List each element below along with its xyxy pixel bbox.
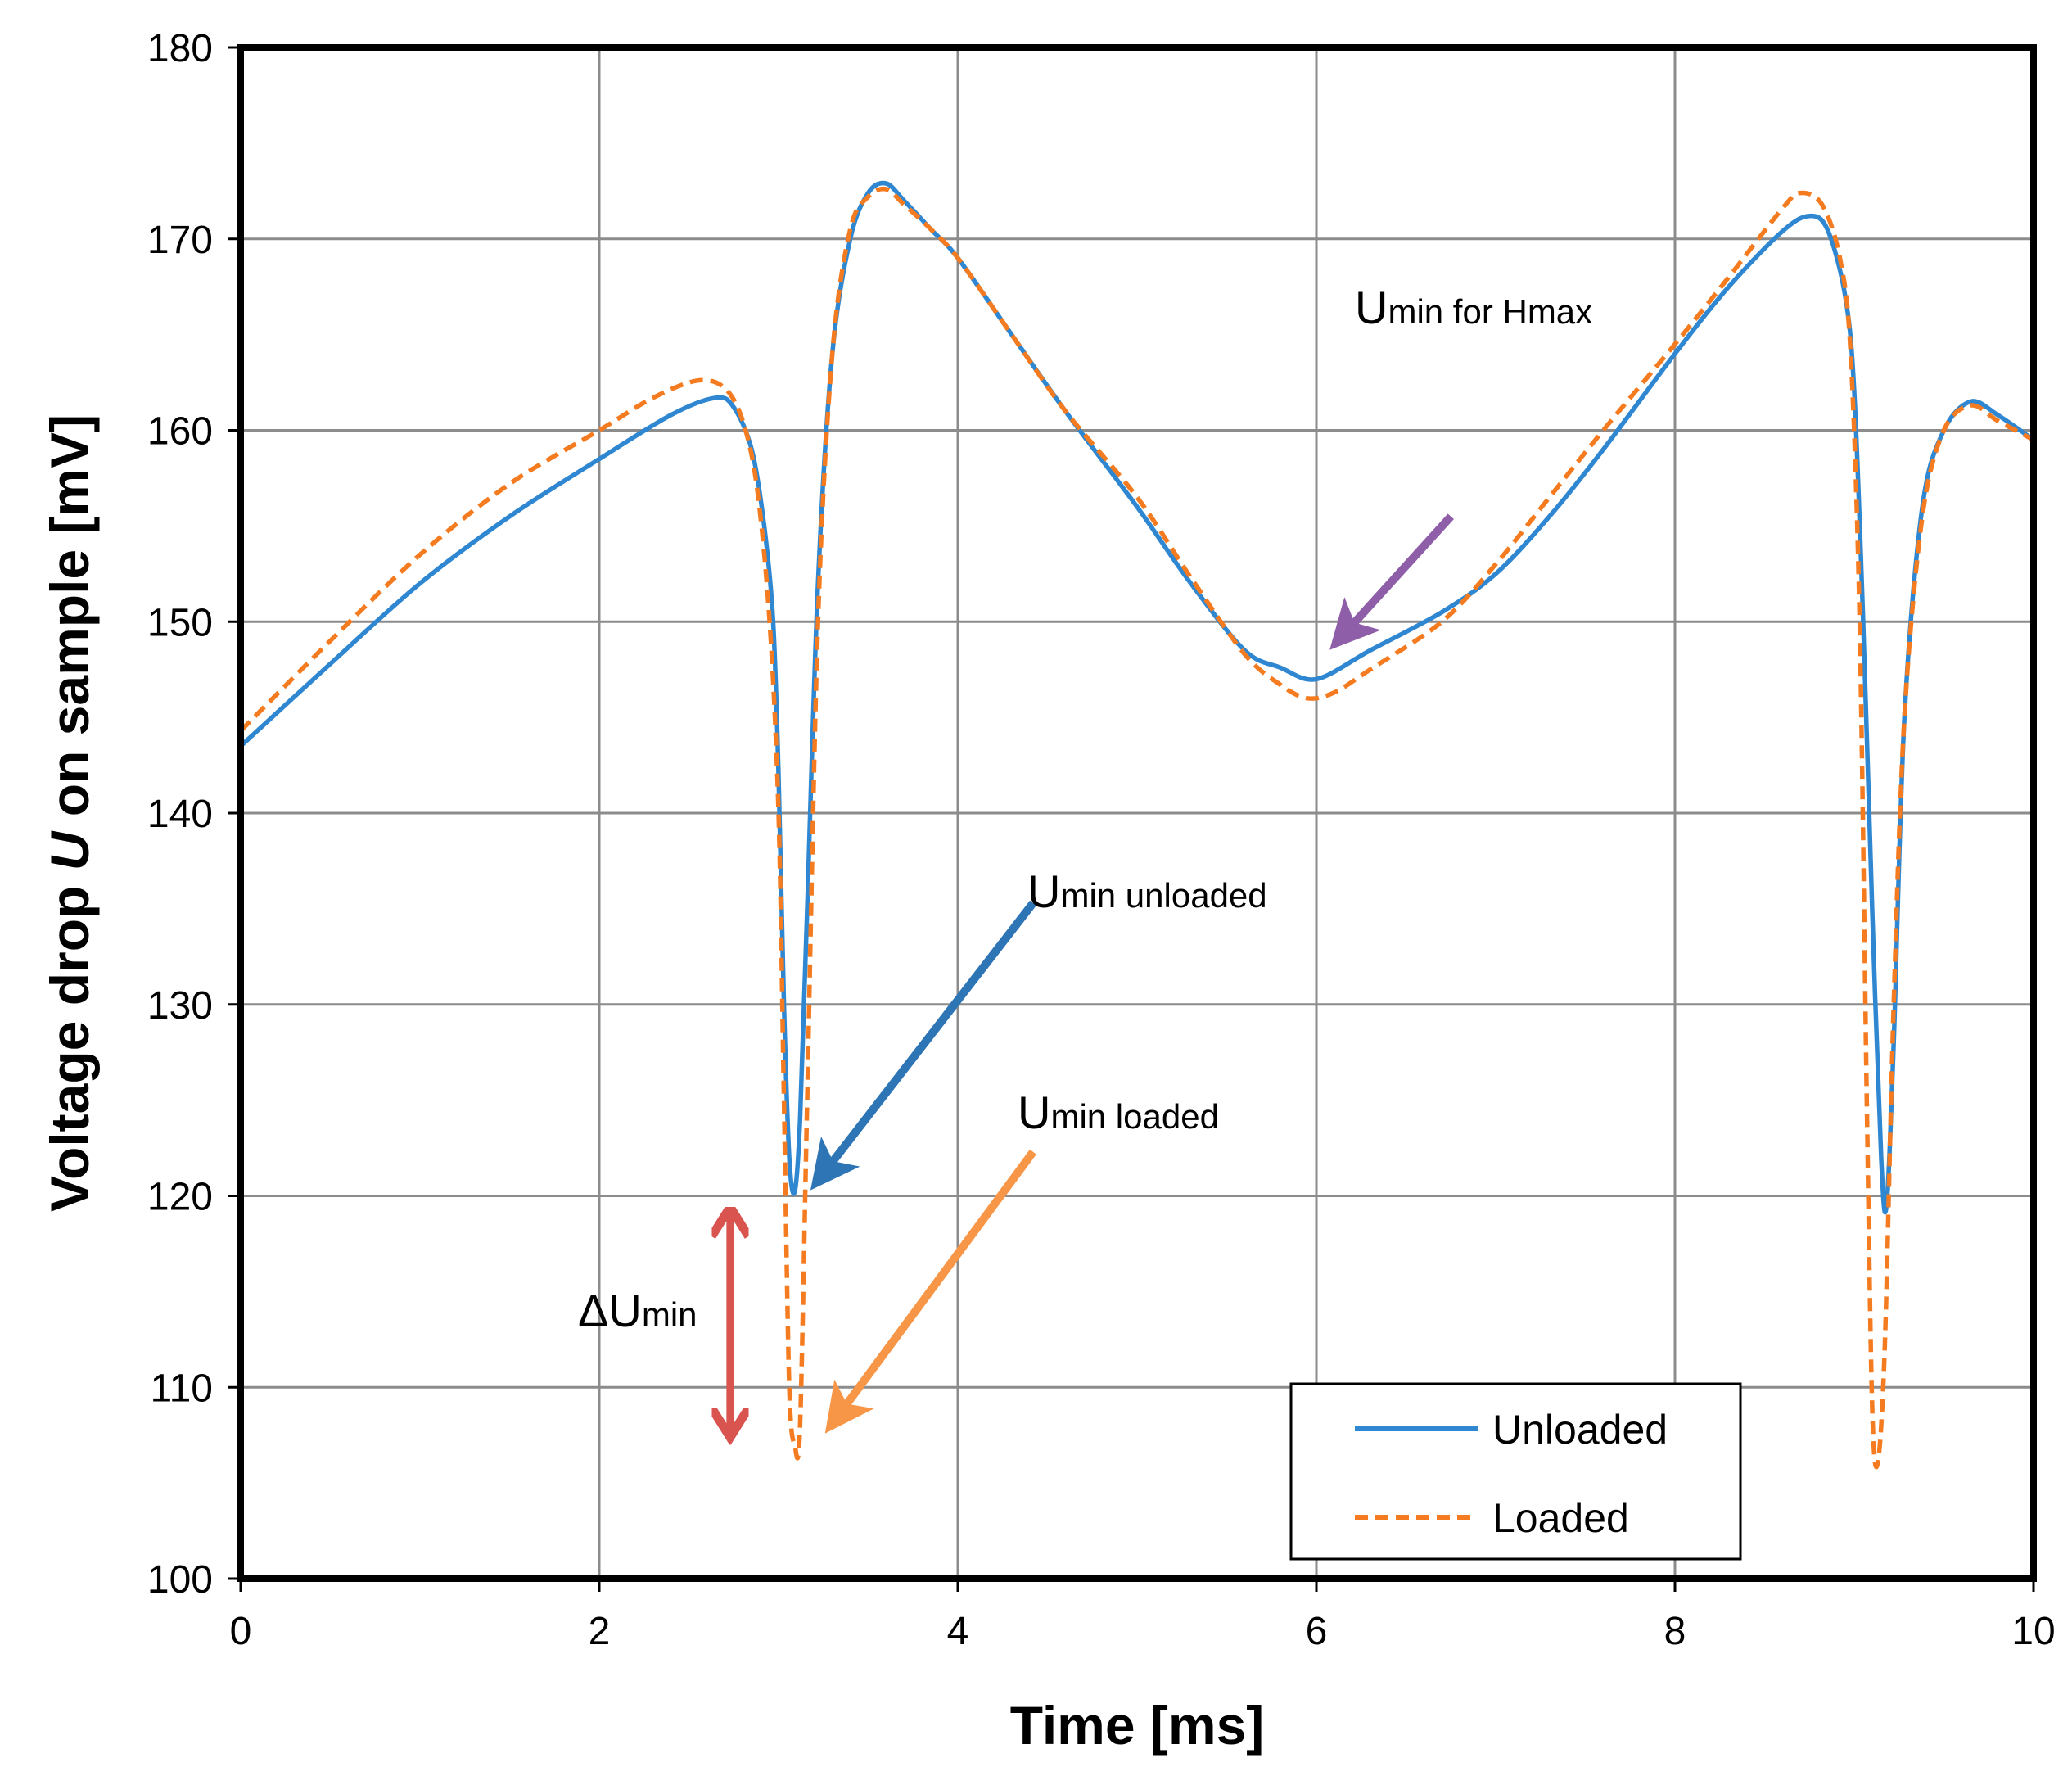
annotation-umin-hmax-main: U [1355,282,1388,333]
arrow-umin-loaded [824,1149,1037,1434]
gridlines [241,47,2034,1579]
annotation-delta-symbol: Δ [578,1285,608,1336]
y-axis-title: Voltage drop U on sample [mV] [39,414,100,1212]
y-tick-label: 160 [147,410,213,454]
annotation-umin-unloaded-sub: min unloaded [1060,876,1266,915]
legend: Unloaded Loaded [1289,1382,1742,1561]
y-tick-label: 180 [147,27,213,70]
series-layer [238,180,2036,1470]
y-axis-title-post: on sample [mV] [39,414,100,832]
annotation-umin-hmax-sub: min for H [1388,292,1527,331]
annotation-delta-sub: min [642,1295,697,1334]
x-axis-ticks: 0 2 4 6 8 10 [230,1579,2056,1653]
annotation-layer [730,513,1454,1434]
y-tick-label: 170 [147,219,213,262]
y-axis-title-pre: Voltage drop [39,870,100,1212]
y-tick-label: 130 [147,984,213,1028]
annotation-delta-umin: ΔUmin [578,1285,697,1336]
y-axis-ticks: 100 110 120 130 140 150 160 170 180 [147,27,241,1602]
annotation-umin-loaded-sub: min loaded [1050,1097,1218,1136]
y-tick-label: 150 [147,601,213,644]
x-axis-title: Time [ms] [1010,1695,1265,1756]
x-tick-label: 4 [947,1610,969,1653]
x-tick-label: 8 [1664,1610,1686,1653]
annotation-umin-loaded-main: U [1018,1087,1050,1138]
legend-box [1289,1382,1742,1561]
x-tick-label: 6 [1306,1610,1328,1653]
legend-label-loaded: Loaded [1492,1495,1629,1541]
arrow-umin-hmax [1329,513,1454,650]
x-tick-label: 2 [589,1610,611,1653]
annotation-delta-main: U [608,1285,641,1336]
x-tick-label: 10 [2011,1610,2055,1653]
annotation-umin-unloaded: Umin unloaded [1027,865,1267,917]
y-tick-label: 110 [150,1367,213,1410]
series-line-loaded [239,186,2035,1470]
x-tick-label: 0 [230,1610,252,1653]
legend-label-unloaded: Unloaded [1492,1407,1668,1453]
annotation-umin-hmax: Umin for Hmax [1355,282,1592,333]
y-tick-label: 140 [147,793,213,836]
y-tick-label: 100 [147,1558,213,1602]
annotation-umin-loaded: Umin loaded [1018,1087,1219,1138]
y-axis-title-var: U [39,829,100,870]
series-line-unloaded [238,180,2036,1215]
annotation-umin-unloaded-main: U [1027,865,1060,917]
arrow-umin-unloaded [810,900,1036,1191]
annotation-umin-hmax-sub2: max [1528,292,1592,331]
y-tick-label: 120 [147,1176,213,1219]
